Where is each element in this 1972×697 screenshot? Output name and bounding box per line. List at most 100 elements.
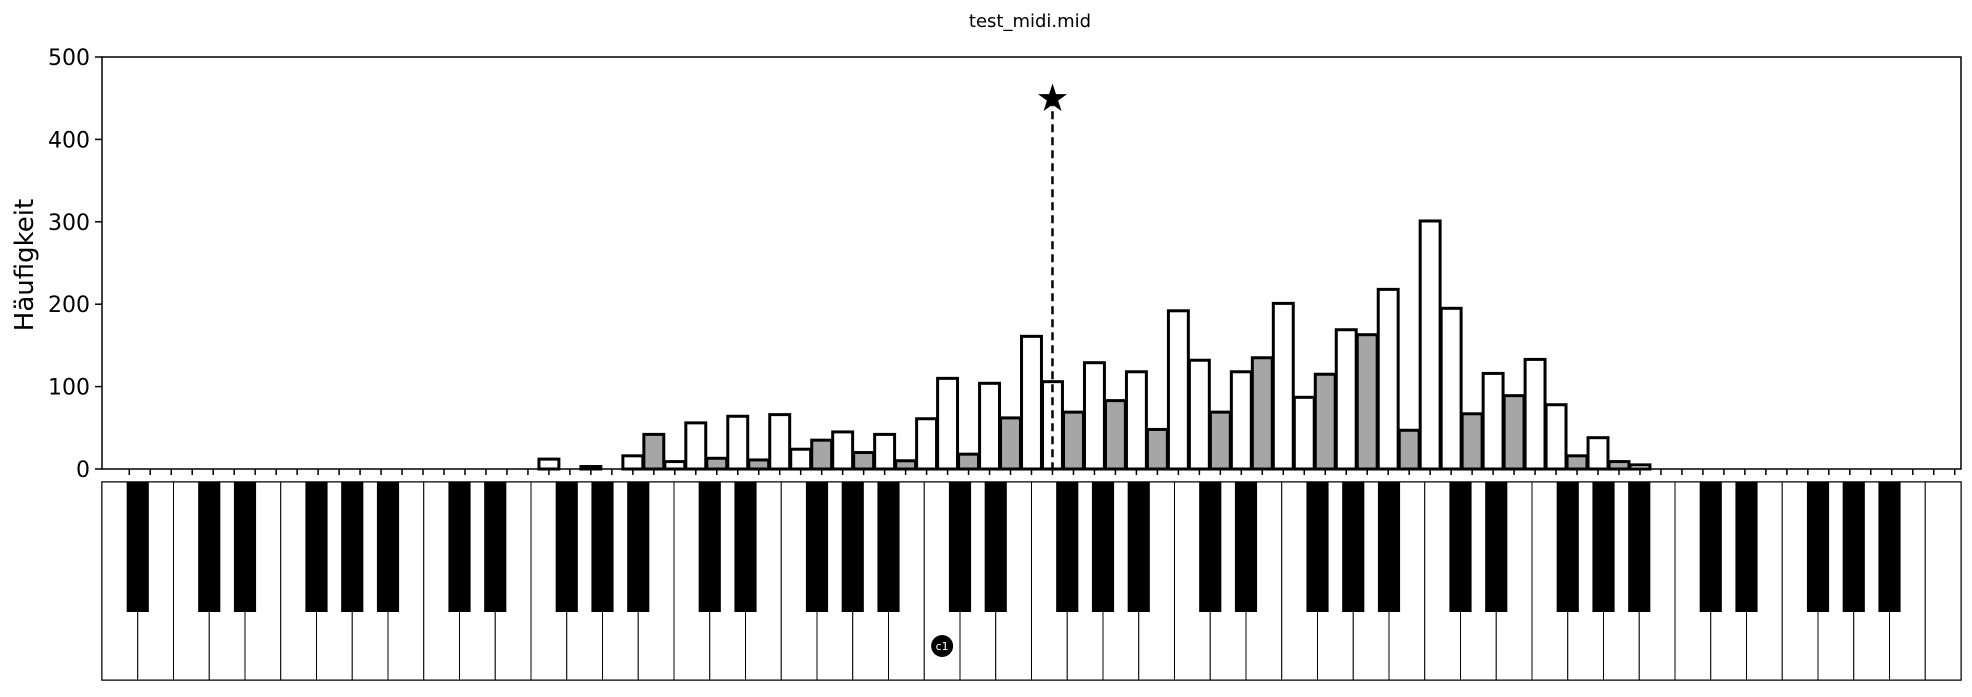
black-key-82 (1377, 482, 1401, 612)
bars-layer (537, 219, 1652, 471)
black-key-49 (698, 482, 721, 612)
bar-midi-62 (978, 381, 1002, 471)
bar-midi-76 (1271, 301, 1295, 471)
white-key-108 (1924, 481, 1962, 681)
black-key-66 (1056, 482, 1079, 612)
bar-midi-48 (684, 421, 708, 471)
black-key-30 (305, 482, 328, 612)
bar-midi-67 (1082, 361, 1106, 471)
bar-midi-55 (831, 430, 855, 471)
black-key-90 (1556, 482, 1579, 612)
black-key-106 (1878, 482, 1901, 612)
bar-midi-80 (1355, 333, 1379, 471)
black-key-73 (1199, 482, 1222, 612)
black-key-37 (448, 482, 471, 612)
black-key-22 (126, 482, 149, 612)
black-key-94 (1628, 482, 1651, 612)
y-tick-label-500: 500 (48, 46, 90, 71)
x-axis-ticks (128, 469, 1956, 475)
bar-midi-69 (1124, 370, 1148, 471)
black-key-75 (1234, 482, 1258, 612)
black-key-78 (1306, 482, 1329, 612)
bar-midi-51 (747, 458, 771, 471)
bar-midi-89 (1544, 403, 1568, 471)
black-key-32 (341, 482, 364, 612)
y-tick-label-300: 300 (48, 211, 90, 236)
black-key-61 (948, 482, 972, 612)
bar-midi-84 (1439, 306, 1463, 471)
black-key-51 (734, 482, 757, 612)
black-key-99 (1735, 482, 1758, 612)
black-key-56 (841, 482, 864, 612)
bar-midi-72 (1187, 358, 1211, 471)
bar-midi-87 (1502, 394, 1526, 471)
bar-midi-58 (894, 459, 918, 471)
black-key-102 (1806, 482, 1830, 612)
bar-midi-88 (1523, 357, 1547, 471)
black-key-34 (376, 482, 400, 612)
bar-midi-73 (1208, 410, 1232, 471)
y-tick-label-400: 400 (48, 128, 90, 153)
key-label-c1: c1 (936, 640, 949, 653)
black-key-39 (484, 482, 507, 612)
black-key-25 (198, 482, 221, 612)
bar-midi-79 (1334, 328, 1358, 471)
bar-midi-68 (1103, 399, 1127, 471)
bar-midi-74 (1229, 370, 1253, 471)
black-key-80 (1342, 482, 1365, 612)
bar-midi-53 (789, 447, 813, 471)
black-key-97 (1699, 482, 1722, 612)
y-tick-label-200: 200 (48, 293, 90, 318)
black-key-63 (984, 482, 1007, 612)
bar-midi-77 (1292, 395, 1316, 471)
y-tick-label-100: 100 (48, 376, 90, 401)
bar-midi-82 (1397, 428, 1421, 471)
black-key-44 (591, 482, 614, 612)
bar-midi-90 (1565, 454, 1589, 471)
plot-frame (101, 56, 1962, 470)
bar-midi-45 (621, 454, 645, 471)
bar-midi-85 (1460, 412, 1484, 471)
bar-midi-86 (1481, 371, 1505, 471)
black-key-70 (1127, 482, 1150, 612)
black-key-27 (233, 482, 257, 612)
y-axis: 0 100 200 300 400 500 (48, 46, 102, 483)
bar-midi-60 (936, 376, 960, 471)
piano-keyboard: c1 (101, 481, 1962, 681)
bar-midi-57 (873, 432, 897, 471)
black-key-87 (1485, 482, 1508, 612)
bar-midi-54 (810, 438, 834, 471)
black-key-92 (1592, 482, 1615, 612)
bar-midi-66 (1062, 410, 1085, 471)
black-key-42 (555, 482, 578, 612)
bar-midi-61 (957, 452, 981, 471)
y-axis-label: Häufigkeit (10, 199, 40, 331)
bar-midi-91 (1586, 436, 1610, 471)
y-tick-label-0: 0 (76, 458, 90, 483)
bar-midi-83 (1418, 219, 1442, 471)
bar-midi-56 (852, 451, 876, 471)
bar-midi-64 (1020, 334, 1043, 471)
key-label-badge (931, 635, 954, 657)
chart-title: test_midi.mid (969, 11, 1091, 32)
bar-midi-78 (1313, 372, 1337, 471)
black-key-68 (1091, 482, 1115, 612)
bar-midi-59 (915, 417, 939, 471)
bar-midi-81 (1376, 287, 1400, 471)
black-key-85 (1449, 482, 1472, 612)
bar-midi-92 (1607, 460, 1631, 471)
black-key-46 (627, 482, 650, 612)
mean-marker-layer: ★ (1035, 76, 1070, 469)
star-icon: ★ (1035, 76, 1069, 120)
black-key-54 (805, 482, 829, 612)
bar-midi-75 (1250, 356, 1274, 471)
bar-midi-71 (1166, 309, 1190, 471)
bar-midi-52 (768, 413, 792, 471)
bar-midi-49 (705, 456, 729, 471)
bar-midi-47 (663, 460, 687, 471)
bar-midi-50 (726, 414, 750, 471)
black-key-104 (1842, 482, 1865, 612)
bar-midi-70 (1145, 427, 1169, 471)
